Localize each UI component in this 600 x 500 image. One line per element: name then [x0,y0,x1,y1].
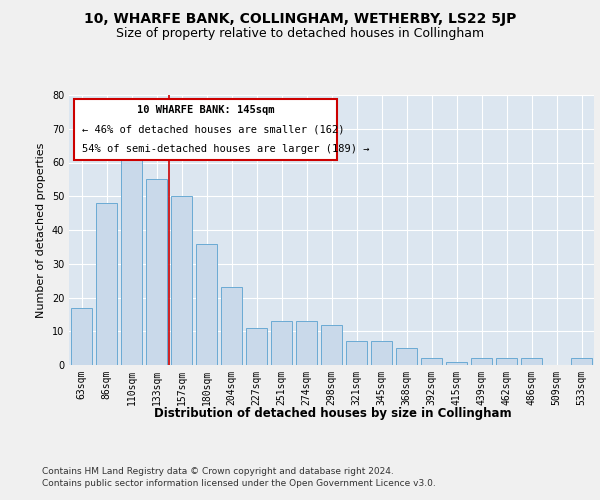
Bar [571,358,592,365]
Bar [321,324,342,365]
Text: Distribution of detached houses by size in Collingham: Distribution of detached houses by size … [154,408,512,420]
Bar [471,358,492,365]
Bar [296,321,317,365]
Bar [71,308,92,365]
Bar [421,358,442,365]
Bar [346,342,367,365]
FancyBboxPatch shape [74,99,337,160]
Text: 54% of semi-detached houses are larger (189) →: 54% of semi-detached houses are larger (… [82,144,370,154]
Bar [96,203,117,365]
Bar [521,358,542,365]
Bar [396,348,417,365]
Text: Size of property relative to detached houses in Collingham: Size of property relative to detached ho… [116,28,484,40]
Bar [121,136,142,365]
Bar [246,328,267,365]
Bar [196,244,217,365]
Bar [271,321,292,365]
Bar [171,196,192,365]
Text: 10 WHARFE BANK: 145sqm: 10 WHARFE BANK: 145sqm [137,105,274,115]
Y-axis label: Number of detached properties: Number of detached properties [36,142,46,318]
Bar [496,358,517,365]
Bar [371,342,392,365]
Text: ← 46% of detached houses are smaller (162): ← 46% of detached houses are smaller (16… [82,124,344,134]
Bar [446,362,467,365]
Bar [146,180,167,365]
Text: Contains HM Land Registry data © Crown copyright and database right 2024.: Contains HM Land Registry data © Crown c… [42,468,394,476]
Text: Contains public sector information licensed under the Open Government Licence v3: Contains public sector information licen… [42,479,436,488]
Bar [221,288,242,365]
Text: 10, WHARFE BANK, COLLINGHAM, WETHERBY, LS22 5JP: 10, WHARFE BANK, COLLINGHAM, WETHERBY, L… [84,12,516,26]
